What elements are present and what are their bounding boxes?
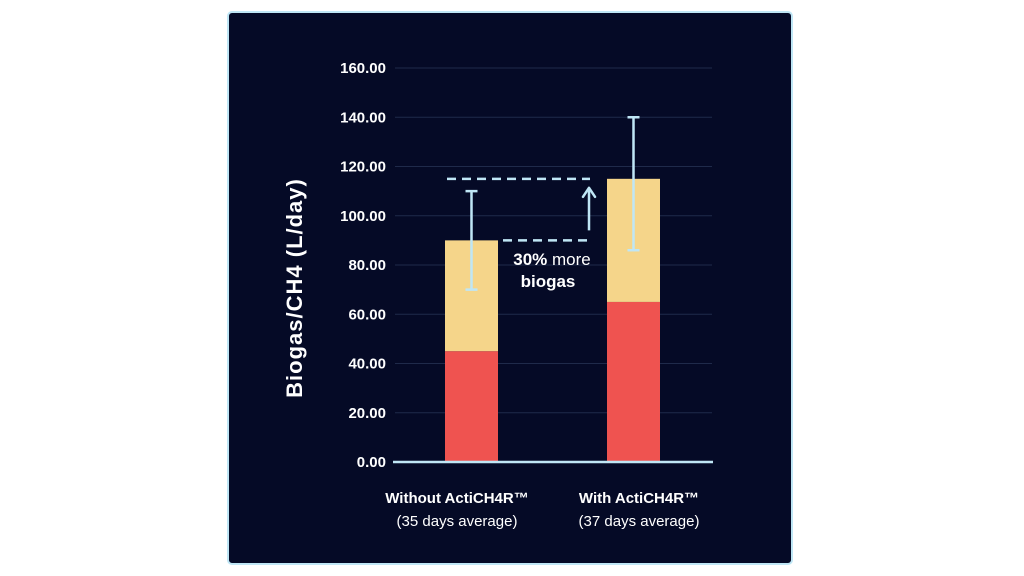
bar-segment bbox=[607, 301, 660, 462]
y-tick-label: 60.00 bbox=[348, 306, 386, 323]
annotation-text: 30% more biogas bbox=[513, 250, 591, 291]
y-tick-label: 140.00 bbox=[340, 109, 386, 126]
chart-panel bbox=[227, 11, 793, 565]
category-labels: Without ActiCH4R™ (35 days average) With A… bbox=[385, 490, 699, 530]
category-label: With ActiCH4R™ bbox=[579, 490, 699, 507]
y-tick-label: 100.00 bbox=[340, 208, 386, 225]
y-axis-label: Biogas/CH4 (L/day) bbox=[282, 178, 307, 398]
y-tick-labels: 0.00 20.00 40.00 60.00 80.00 100.00 120.00 140.… bbox=[340, 60, 386, 471]
category-label: Without ActiCH4R™ bbox=[385, 490, 528, 507]
y-tick-label: 120.00 bbox=[340, 159, 386, 176]
y-tick-label: 80.00 bbox=[348, 257, 386, 274]
y-tick-label: 160.00 bbox=[340, 60, 386, 77]
y-tick-label: 20.00 bbox=[348, 405, 386, 422]
difference-annotation bbox=[447, 177, 597, 242]
bars bbox=[445, 178, 660, 462]
y-tick-label: 40.00 bbox=[348, 356, 386, 373]
annotation-percent: 30% bbox=[513, 250, 547, 269]
annotation-word: more bbox=[547, 250, 590, 269]
category-sublabel: (37 days average) bbox=[579, 513, 700, 530]
y-tick-label: 0.00 bbox=[357, 454, 386, 471]
category-sublabel: (35 days average) bbox=[397, 513, 518, 530]
error-bars bbox=[465, 116, 640, 291]
annotation-line-1: 30% more bbox=[513, 250, 591, 269]
bar-segment bbox=[445, 351, 498, 462]
up-arrow-icon bbox=[581, 186, 597, 199]
annotation-line-2: biogas bbox=[521, 272, 576, 291]
